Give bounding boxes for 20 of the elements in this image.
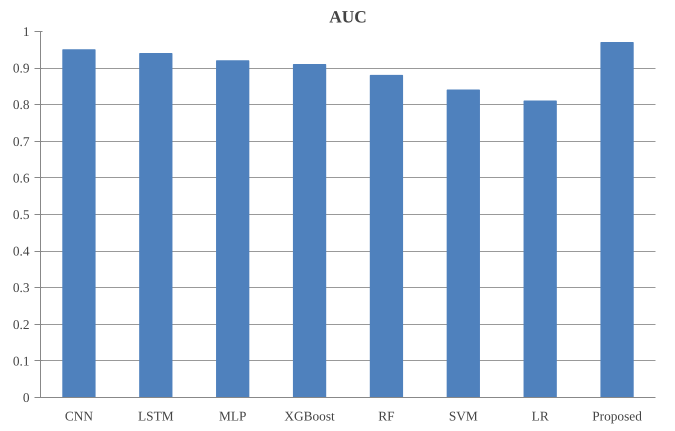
y-tick-label: 0.1	[12, 353, 30, 368]
y-tick-label: 0	[22, 390, 30, 405]
y-tick-label: 0.6	[12, 170, 30, 186]
x-tick-label: XGBoost	[284, 408, 336, 424]
y-tick-label: 0.5	[12, 207, 30, 222]
x-tick-label: MLP	[218, 408, 246, 424]
x-tick-label: LSTM	[138, 408, 174, 424]
x-tick-label: RF	[378, 408, 395, 424]
x-tick-label: Proposed	[592, 408, 642, 424]
y-tick-label: 0.9	[12, 60, 30, 76]
y-tick-label: 0.7	[12, 134, 30, 149]
y-tick-label: 0.4	[12, 244, 30, 259]
y-tick-label: 0.3	[12, 280, 30, 296]
x-tick-label: CNN	[64, 408, 94, 424]
x-tick-label: SVM	[448, 408, 478, 424]
y-tick-label: 1	[22, 24, 30, 39]
chart-title: AUC	[329, 8, 367, 26]
y-tick-label: 0.8	[12, 97, 30, 112]
y-tick-label: 0.2	[12, 316, 30, 332]
x-tick-label: LR	[532, 408, 549, 424]
